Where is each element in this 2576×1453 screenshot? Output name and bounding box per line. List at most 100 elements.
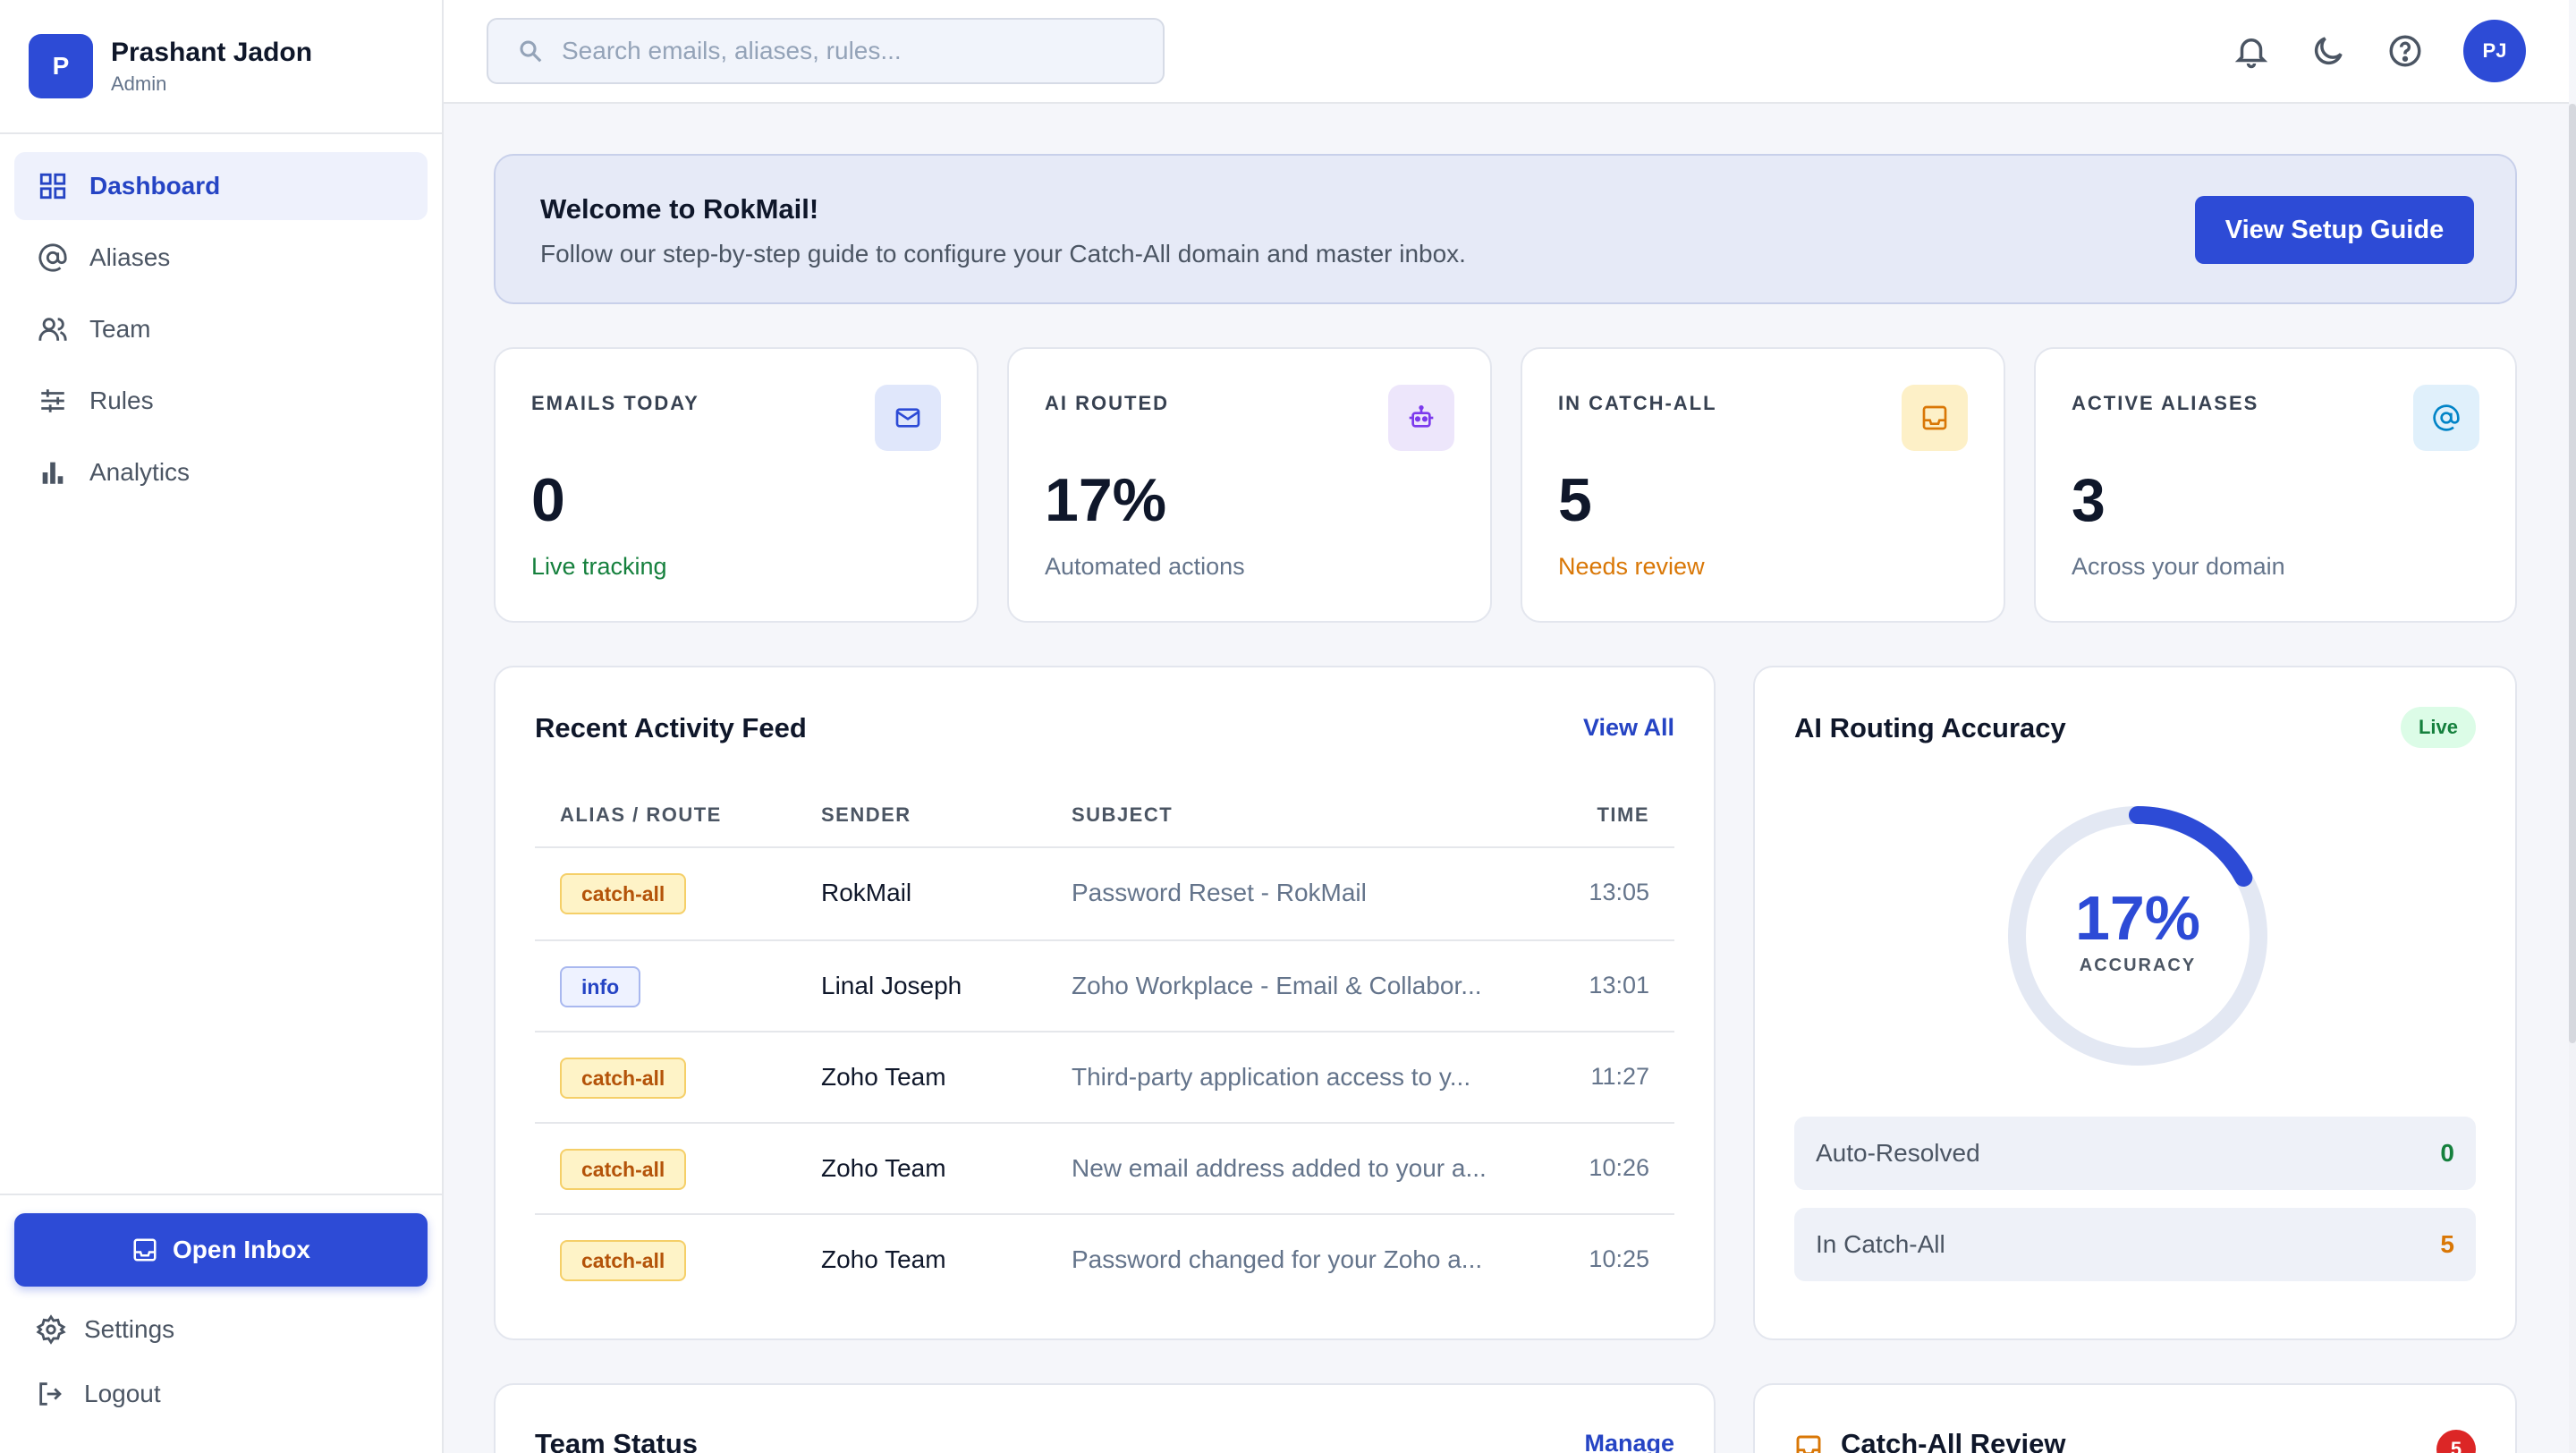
sender-cell: Linal Joseph <box>821 972 962 999</box>
table-row[interactable]: catch-all RokMail Password Reset - RokMa… <box>535 848 1674 939</box>
welcome-subtitle: Follow our step-by-step guide to configu… <box>540 240 1466 268</box>
route-badge: catch-all <box>560 873 687 914</box>
stat-value: 17% <box>1045 466 1167 534</box>
route-badge: info <box>560 966 641 1007</box>
profile-name: Prashant Jadon <box>111 38 313 67</box>
scrollbar-thumb[interactable] <box>2569 104 2576 1043</box>
stat-icon-container <box>2413 385 2479 451</box>
sender-cell: Zoho Team <box>821 1063 946 1091</box>
profile-role: Admin <box>111 72 167 95</box>
welcome-banner: Welcome to RokMail! Follow our step-by-s… <box>494 154 2517 304</box>
catch-all-review-card: Catch-All Review 5 <box>1753 1383 2517 1453</box>
inbox-icon <box>133 1238 157 1262</box>
donut-progress-arc <box>2008 806 2267 1066</box>
stat-icon-container <box>1388 385 1454 451</box>
welcome-title: Welcome to RokMail! <box>540 193 819 225</box>
avatar: P <box>29 34 93 98</box>
sidebar-item-aliases[interactable]: Aliases <box>14 224 428 292</box>
table-row[interactable]: catch-all Zoho Team Password changed for… <box>535 1215 1674 1306</box>
stat-icon-container <box>875 385 941 451</box>
stat-icon-container <box>1902 385 1968 451</box>
stat-card-ai-routed: AI ROUTED 17% Automated actions <box>1007 347 1492 623</box>
auto-resolved-value: 0 <box>2440 1139 2454 1167</box>
stat-card-active-aliases: ACTIVE ALIASES 3 Across your domain <box>2034 347 2517 623</box>
sidebar-item-label: Rules <box>89 387 154 414</box>
in-catch-all-label: In Catch-All <box>1816 1230 1945 1258</box>
stat-label: EMAILS TODAY <box>531 392 699 414</box>
stat-card-emails-today: EMAILS TODAY 0 Live tracking <box>494 347 979 623</box>
stat-label: IN CATCH-ALL <box>1558 392 1717 414</box>
sidebar-item-label: Analytics <box>89 458 191 486</box>
sidebar-item-analytics[interactable]: Analytics <box>14 438 428 506</box>
time-cell: 11:27 <box>1590 1063 1649 1090</box>
route-badge: catch-all <box>560 1149 687 1190</box>
activity-feed-card: Recent Activity Feed View All ALIAS / RO… <box>494 666 1716 1340</box>
open-inbox-button[interactable]: Open Inbox <box>14 1213 428 1287</box>
help-icon[interactable] <box>2386 32 2424 70</box>
sidebar-item-rules[interactable]: Rules <box>14 367 428 435</box>
bar-chart-icon <box>42 462 64 484</box>
stat-label: ACTIVE ALIASES <box>2072 392 2259 414</box>
in-catch-all-row: In Catch-All 5 <box>1794 1208 2476 1281</box>
mail-icon <box>895 408 920 428</box>
logout-icon <box>39 1382 62 1406</box>
grid-icon <box>39 173 66 200</box>
stat-value: 0 <box>531 466 565 534</box>
subject-cell: Zoho Workplace - Email & Collabor... <box>1072 972 1482 999</box>
moon-icon[interactable] <box>2309 32 2347 70</box>
subject-cell: Third-party application access to y... <box>1072 1063 1471 1091</box>
sidebar-item-label: Aliases <box>89 243 171 271</box>
sidebar-footer: Open Inbox Settings Logout <box>0 1194 442 1453</box>
logout-label: Logout <box>84 1380 161 1407</box>
table-row[interactable]: info Linal Joseph Zoho Workplace - Email… <box>535 941 1674 1032</box>
sidebar-item-dashboard[interactable]: Dashboard <box>14 152 428 220</box>
time-cell: 13:05 <box>1589 879 1649 905</box>
profile-header[interactable]: P Prashant Jadon Admin <box>0 0 442 134</box>
activity-feed-title: Recent Activity Feed <box>535 712 807 743</box>
sidebar-nav: Dashboard Aliases Team Rules Analytics <box>0 134 442 506</box>
bell-icon[interactable] <box>2233 32 2270 70</box>
stat-value: 5 <box>1558 466 1592 534</box>
view-all-link[interactable]: View All <box>1582 714 1674 741</box>
manage-link[interactable]: Manage <box>1584 1430 1674 1453</box>
robot-icon <box>1409 405 1434 428</box>
stat-subtext: Live tracking <box>531 553 667 580</box>
open-inbox-label: Open Inbox <box>173 1236 310 1263</box>
inbox-icon <box>1922 405 1947 430</box>
stat-card-in-catch-all: IN CATCH-ALL 5 Needs review <box>1521 347 2005 623</box>
stat-subtext: Needs review <box>1558 553 1705 580</box>
table-row[interactable]: catch-all Zoho Team Third-party applicat… <box>535 1032 1674 1124</box>
subject-cell: New email address added to your a... <box>1072 1154 1487 1182</box>
stat-label: AI ROUTED <box>1045 392 1169 414</box>
sender-cell: Zoho Team <box>821 1245 946 1273</box>
column-header-subject: SUBJECT <box>1072 803 1174 826</box>
sidebar-item-label: Dashboard <box>89 172 221 200</box>
settings-label: Settings <box>84 1315 175 1343</box>
accuracy-donut-chart <box>2008 806 2267 1066</box>
at-icon <box>38 243 67 272</box>
search-input[interactable] <box>562 37 1134 65</box>
sidebar-item-team[interactable]: Team <box>14 295 428 363</box>
view-setup-guide-button[interactable]: View Setup Guide <box>2195 196 2474 264</box>
at-icon <box>2433 404 2460 431</box>
time-cell: 10:25 <box>1589 1245 1649 1272</box>
inbox-icon <box>1796 1435 1821 1453</box>
settings-link[interactable]: Settings <box>14 1297 428 1362</box>
table-divider <box>535 846 1674 848</box>
search-bar[interactable] <box>487 18 1165 84</box>
stat-subtext: Automated actions <box>1045 553 1245 580</box>
column-header-sender: SENDER <box>821 803 911 826</box>
logout-link[interactable]: Logout <box>14 1362 428 1426</box>
live-status-badge: Live <box>2400 707 2476 748</box>
subject-cell: Password Reset - RokMail <box>1072 879 1367 906</box>
route-badge: catch-all <box>560 1240 687 1281</box>
auto-resolved-row: Auto-Resolved 0 <box>1794 1117 2476 1190</box>
in-catch-all-value: 5 <box>2440 1230 2454 1258</box>
column-header-time: TIME <box>1597 803 1649 826</box>
accuracy-value: 17% <box>2074 883 2201 953</box>
user-avatar[interactable]: PJ <box>2463 20 2526 82</box>
ai-accuracy-title: AI Routing Accuracy <box>1794 712 2066 743</box>
table-row[interactable]: catch-all Zoho Team New email address ad… <box>535 1124 1674 1215</box>
table-divider <box>535 1213 1674 1215</box>
team-status-card: Team Status Manage <box>494 1383 1716 1453</box>
